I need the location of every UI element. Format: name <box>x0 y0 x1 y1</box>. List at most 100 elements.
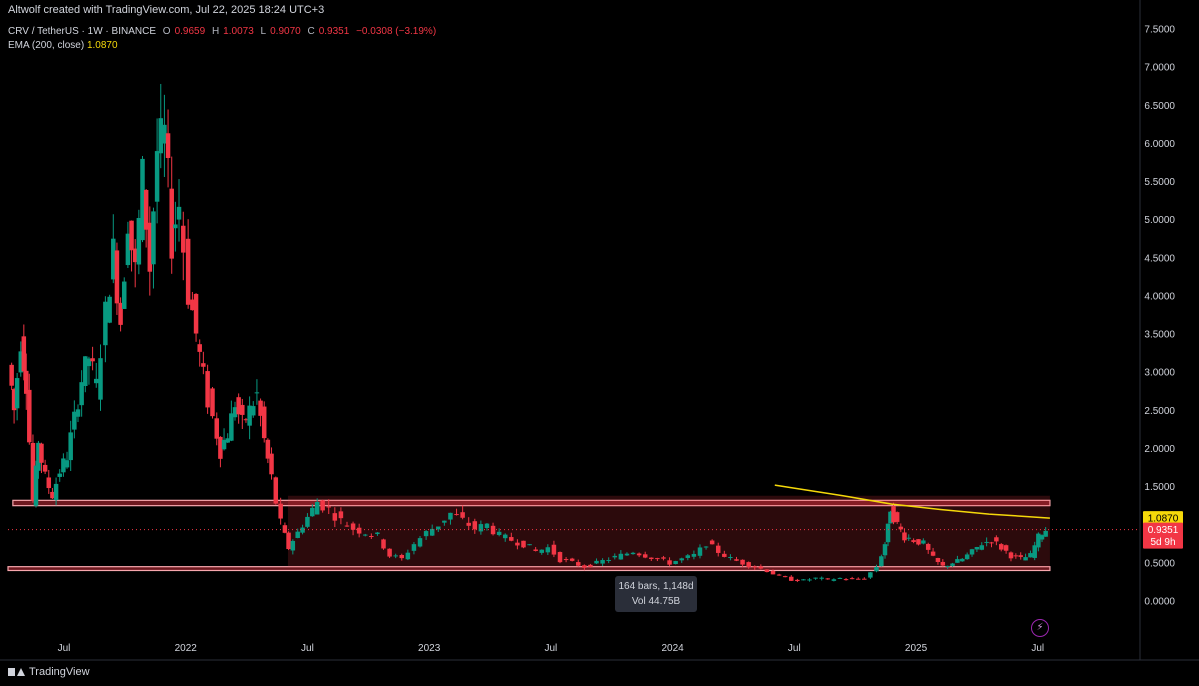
candle-body <box>261 406 267 439</box>
candle-body <box>436 526 441 530</box>
y-tick-label: 7.0000 <box>1144 63 1175 74</box>
candle-body <box>320 500 325 511</box>
candle-body <box>169 188 174 259</box>
candle-body <box>484 523 490 528</box>
candle-body <box>460 512 465 518</box>
candle-body <box>381 539 386 549</box>
candle-body <box>72 411 77 430</box>
high-value: 1.0073 <box>223 26 254 37</box>
candle-body <box>649 557 654 560</box>
candle-body <box>24 370 29 394</box>
chart-credit: Altwolf created with TradingView.com, Ju… <box>8 4 325 16</box>
candle-body <box>882 544 888 556</box>
candle-body <box>173 224 178 229</box>
candle-body <box>93 378 99 384</box>
candle-body <box>1023 557 1028 561</box>
x-tick-label: Jul <box>788 643 801 654</box>
y-tick-label: 0.0000 <box>1144 597 1175 608</box>
candle-body <box>902 532 907 541</box>
candle-body <box>210 388 215 417</box>
candle-body <box>843 579 849 581</box>
candle-body <box>162 124 167 144</box>
candle-body <box>898 526 904 530</box>
candle-body <box>703 546 709 548</box>
candle-body <box>825 578 831 580</box>
candle-body <box>290 540 296 551</box>
candle-body <box>300 527 305 533</box>
candle-body <box>533 549 538 551</box>
candle-body <box>557 552 563 563</box>
candle-body <box>33 465 39 506</box>
candle-body <box>214 418 220 439</box>
candle-body <box>21 336 27 372</box>
candle-body <box>515 542 520 546</box>
candle-body <box>539 549 544 553</box>
y-tick-label: 0.5000 <box>1144 558 1175 569</box>
candle-body <box>930 551 936 556</box>
candle-body <box>158 118 164 154</box>
candle-body <box>448 512 453 520</box>
candle-body <box>1003 545 1009 551</box>
candle-body <box>888 511 893 524</box>
tooltip-bars: 164 bars, 1,148d <box>618 581 694 592</box>
ema-value: 1.0870 <box>86 40 118 51</box>
countdown-badge-label: 5d 9h <box>1150 537 1175 548</box>
candle-body <box>697 547 703 556</box>
candle-body <box>891 506 896 523</box>
candle-body <box>295 531 300 538</box>
candle-body <box>734 559 739 561</box>
y-tick-label: 4.5000 <box>1144 253 1175 264</box>
candle-body <box>521 540 526 548</box>
tooltip-volume: Vol 44.75B <box>631 596 681 607</box>
candle-body <box>50 491 55 499</box>
candle-body <box>925 543 931 550</box>
x-tick-label: 2024 <box>661 643 684 654</box>
candle-body <box>527 544 532 546</box>
candle-body <box>79 382 84 406</box>
flash-icon[interactable]: ⚡ <box>1031 619 1049 637</box>
tradingview-brand[interactable]: TradingView <box>8 666 90 678</box>
candle-body <box>36 442 41 471</box>
candle-body <box>606 559 611 561</box>
candle-body <box>107 296 112 323</box>
candle-body <box>64 460 70 468</box>
candle-body <box>478 524 484 532</box>
candle-body <box>612 555 618 558</box>
x-tick-label: 2025 <box>905 643 928 654</box>
candle-body <box>782 576 788 578</box>
candle-body <box>405 552 411 560</box>
candle-body <box>258 400 263 416</box>
candle-body <box>136 218 142 265</box>
x-tick-label: Jul <box>58 643 71 654</box>
candle-body <box>746 562 751 568</box>
candle-body <box>594 560 599 564</box>
x-tick-label: Jul <box>544 643 557 654</box>
close-value: 0.9351 <box>318 26 350 37</box>
candle-body <box>225 438 230 443</box>
candle-body <box>576 562 581 566</box>
y-tick-label: 1.5000 <box>1144 482 1175 493</box>
candle-body <box>740 559 745 565</box>
candle-body <box>691 553 697 557</box>
candle-body <box>758 566 764 569</box>
candle-body <box>68 432 73 461</box>
y-tick-label: 6.5000 <box>1144 101 1175 112</box>
candle-body <box>310 507 315 517</box>
candle-body <box>236 397 241 415</box>
candle-body <box>350 523 356 530</box>
candle-body <box>165 133 171 158</box>
candle-body <box>722 553 727 557</box>
ema-legend[interactable]: EMA (200, close) 1.0870 <box>8 40 118 51</box>
candle-body <box>305 516 310 527</box>
candle-body <box>387 548 392 557</box>
y-tick-label: 2.5000 <box>1144 406 1175 417</box>
candle-body <box>247 405 252 426</box>
candle-body <box>630 552 636 555</box>
candle-body <box>243 419 249 421</box>
candle-body <box>356 527 362 534</box>
candle-body <box>286 532 291 550</box>
candle-body <box>27 389 32 443</box>
candle-body <box>57 473 62 477</box>
